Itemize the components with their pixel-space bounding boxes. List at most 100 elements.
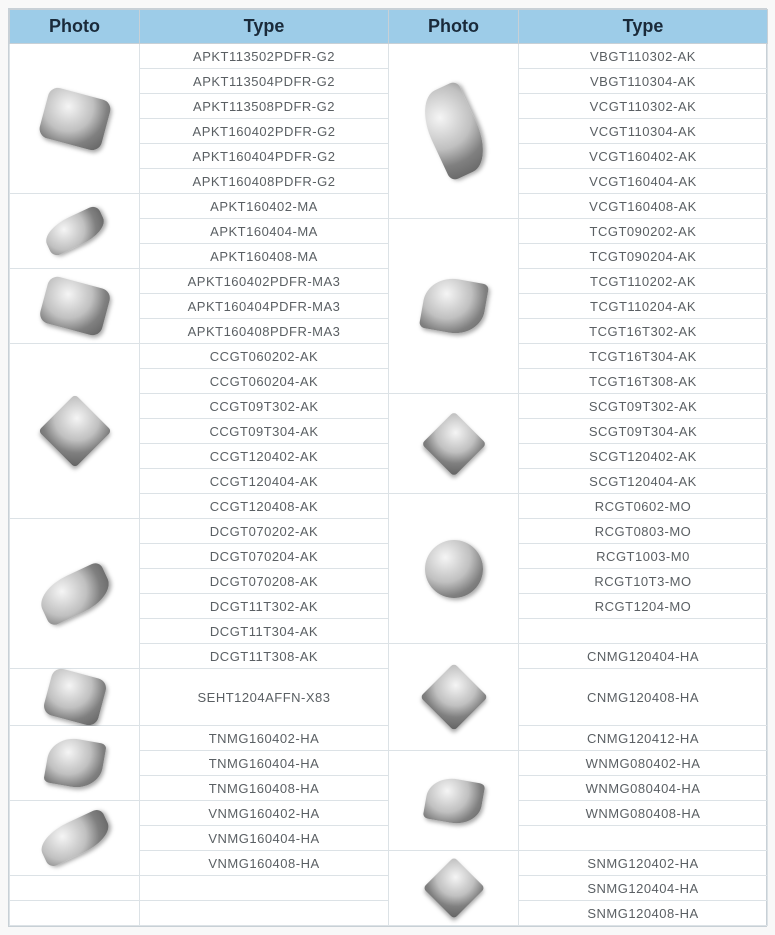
type-cell: TCGT16T308-AK (519, 369, 768, 394)
type-cell: VNMG160402-HA (140, 801, 389, 826)
insert-photo-icon (43, 735, 106, 792)
photo-cell (389, 44, 519, 219)
type-cell: SCGT09T304-AK (519, 419, 768, 444)
type-cell: TCGT110202-AK (519, 269, 768, 294)
header-photo-right: Photo (389, 10, 519, 44)
header-type-left: Type (140, 10, 389, 44)
type-cell: RCGT10T3-MO (519, 569, 768, 594)
type-cell: VCGT160408-AK (519, 194, 768, 219)
type-cell: WNMG080408-HA (519, 801, 768, 826)
photo-cell (10, 519, 140, 669)
insert-photo-icon (40, 204, 109, 257)
photo-cell (389, 494, 519, 644)
photo-cell (10, 901, 140, 926)
type-cell: DCGT11T308-AK (140, 644, 389, 669)
type-cell: VCGT110302-AK (519, 94, 768, 119)
type-cell: TCGT090202-AK (519, 219, 768, 244)
type-cell: APKT160408PDFR-G2 (140, 169, 389, 194)
type-cell: VCGT160404-AK (519, 169, 768, 194)
type-cell: APKT113502PDFR-G2 (140, 44, 389, 69)
type-cell: CCGT060202-AK (140, 344, 389, 369)
insert-photo-icon (425, 540, 483, 598)
type-cell: TCGT110204-AK (519, 294, 768, 319)
type-cell: DCGT070202-AK (140, 519, 389, 544)
type-cell: CCGT120408-AK (140, 494, 389, 519)
type-cell: APKT160404-MA (140, 219, 389, 244)
type-cell: TCGT090204-AK (519, 244, 768, 269)
type-cell: APKT113504PDFR-G2 (140, 69, 389, 94)
type-cell: DCGT11T302-AK (140, 594, 389, 619)
product-table-wrapper: Photo Type Photo Type APKT113502PDFR-G2 V… (8, 8, 767, 927)
type-cell: RCGT0803-MO (519, 519, 768, 544)
insert-photo-icon (413, 80, 495, 182)
type-cell: CNMG120408-HA (519, 669, 768, 726)
type-cell: TCGT16T302-AK (519, 319, 768, 344)
insert-photo-icon (422, 774, 485, 827)
type-cell: APKT160402-MA (140, 194, 389, 219)
type-cell: SNMG120402-HA (519, 851, 768, 876)
photo-cell (10, 726, 140, 801)
photo-cell (389, 394, 519, 494)
insert-photo-icon (421, 411, 486, 476)
type-cell: APKT113508PDFR-G2 (140, 94, 389, 119)
type-cell: CCGT09T302-AK (140, 394, 389, 419)
type-cell: TCGT16T304-AK (519, 344, 768, 369)
type-cell: RCGT1204-MO (519, 594, 768, 619)
photo-cell (389, 851, 519, 926)
type-cell (519, 619, 768, 644)
type-cell: VBGT110304-AK (519, 69, 768, 94)
type-cell: DCGT070204-AK (140, 544, 389, 569)
type-cell: VNMG160404-HA (140, 826, 389, 851)
type-cell: DCGT070208-AK (140, 569, 389, 594)
type-cell (140, 901, 389, 926)
insert-photo-icon (33, 560, 115, 627)
type-cell: SCGT120402-AK (519, 444, 768, 469)
type-cell: VNMG160408-HA (140, 851, 389, 876)
type-cell: CNMG120412-HA (519, 726, 768, 751)
photo-cell (389, 219, 519, 394)
type-cell: APKT160402PDFR-G2 (140, 119, 389, 144)
type-cell: DCGT11T304-AK (140, 619, 389, 644)
type-cell: APKT160408PDFR-MA3 (140, 319, 389, 344)
type-cell (140, 876, 389, 901)
header-row: Photo Type Photo Type (10, 10, 768, 44)
type-cell: CCGT09T304-AK (140, 419, 389, 444)
type-cell: RCGT0602-MO (519, 494, 768, 519)
insert-photo-icon (37, 275, 111, 338)
insert-photo-icon (35, 807, 115, 868)
type-cell: WNMG080402-HA (519, 751, 768, 776)
header-type-right: Type (519, 10, 768, 44)
type-cell: CNMG120404-HA (519, 644, 768, 669)
insert-photo-icon (38, 394, 112, 468)
type-cell: VCGT160402-AK (519, 144, 768, 169)
product-table: Photo Type Photo Type APKT113502PDFR-G2 V… (9, 9, 768, 926)
type-cell: VBGT110302-AK (519, 44, 768, 69)
type-cell: CCGT120402-AK (140, 444, 389, 469)
type-cell: APKT160402PDFR-MA3 (140, 269, 389, 294)
photo-cell (10, 344, 140, 519)
photo-cell (10, 44, 140, 194)
type-cell: APKT160404PDFR-MA3 (140, 294, 389, 319)
header-photo-left: Photo (10, 10, 140, 44)
photo-cell (10, 876, 140, 901)
photo-cell (10, 669, 140, 726)
type-cell: APKT160404PDFR-G2 (140, 144, 389, 169)
insert-photo-icon (422, 857, 484, 919)
photo-cell (10, 269, 140, 344)
type-cell: SCGT120404-AK (519, 469, 768, 494)
insert-photo-icon (418, 274, 488, 338)
type-cell: VCGT110304-AK (519, 119, 768, 144)
photo-cell (10, 194, 140, 269)
type-cell: TNMG160408-HA (140, 776, 389, 801)
type-cell: CCGT060204-AK (140, 369, 389, 394)
photo-cell (10, 801, 140, 876)
type-cell: APKT160408-MA (140, 244, 389, 269)
table-body: APKT113502PDFR-G2 VBGT110302-AK APKT113504… (10, 44, 768, 926)
type-cell: SNMG120404-HA (519, 876, 768, 901)
type-cell: WNMG080404-HA (519, 776, 768, 801)
insert-photo-icon (420, 663, 488, 731)
table-row: APKT113502PDFR-G2 VBGT110302-AK (10, 44, 768, 69)
insert-photo-icon (41, 667, 108, 728)
type-cell: TNMG160404-HA (140, 751, 389, 776)
type-cell: CCGT120404-AK (140, 469, 389, 494)
